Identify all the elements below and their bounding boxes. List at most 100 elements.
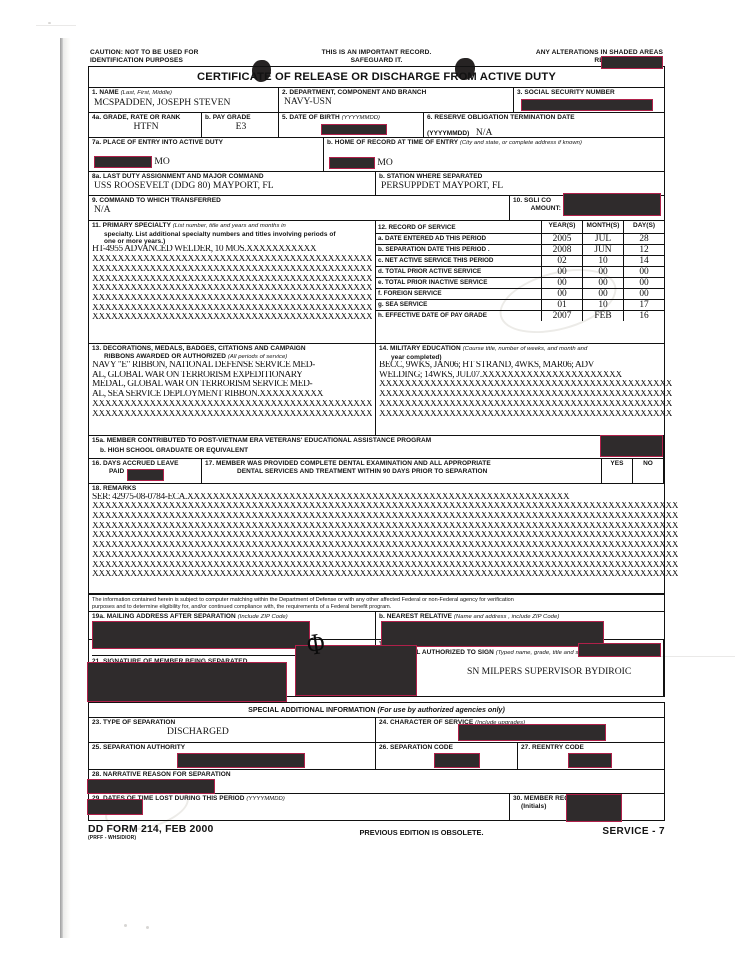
filler-line: XXXXXXXXXXXXXXXXXXXXXXXXXXXXXXXXXXXXXXXX… (92, 550, 679, 560)
col-days: DAY(S) (623, 221, 664, 233)
cell-months: JUL (582, 233, 623, 244)
filler-line: XXXXXXXXXXXXXXXXXXXXXXXXXXXXXXXXXXXXXXXX… (379, 390, 673, 400)
table-row: b. SEPARATION DATE THIS PERIOD . 2008 JU… (376, 243, 664, 255)
field-reserve-obligation-value: N/A (475, 126, 493, 138)
row-command-transferred-sgli: 9. COMMAND TO WHICH TRANSFERRED N/A 10. … (89, 193, 664, 222)
field-dob-label: 5. DATE OF BIRTH (282, 114, 340, 122)
field-name-label: 1. NAME (92, 89, 119, 97)
field-character-service-label: 24. CHARACTER OF SERVICE (379, 719, 474, 727)
row-remarks: 18. REMARKS SER: 42975-08-0784-ECA.XXXXX… (89, 484, 678, 595)
field-grade-label: 4a. GRADE, RATE OR RANK (92, 114, 181, 122)
field-military-education-label: 14. MILITARY EDUCATION (379, 345, 461, 353)
field-decorations-value-line: MEDAL, GLOBAL WAR ON TERRORISM SERVICE M… (92, 380, 313, 390)
table-row: g. SEA SERVICE 01 10 17 (376, 298, 664, 310)
special-additional-bar: SPECIAL ADDITIONAL INFORMATION (For use … (89, 703, 664, 719)
field-reentry-code-label: 27. REENTRY CODE (521, 744, 584, 752)
row-time-lost-copy4: 29. DATES OF TIME LOST DURING THIS PERIO… (87, 794, 664, 823)
field-decorations-hint: (All periods of service) (227, 353, 288, 360)
cell-days: 00 (623, 277, 664, 288)
row-specialty-record-of-service: 11. PRIMARY SPECIALTY (List number, titl… (89, 221, 664, 345)
special-additional-information: SPECIAL ADDITIONAL INFORMATION (For use … (87, 702, 665, 823)
footer-form-sub: (PRFF - WHS/DIOR) (88, 835, 137, 842)
table-row: d. TOTAL PRIOR ACTIVE SERVICE 00 00 00 (376, 265, 664, 277)
field-pay-grade-value: E3 (235, 121, 247, 132)
table-row: e. TOTAL PRIOR INACTIVE SERVICE 00 00 00 (376, 276, 664, 288)
redaction-veap-hs (600, 435, 663, 458)
caution-mid-line2: SAFEGUARD IT. (350, 56, 403, 64)
field-command-transferred: 9. COMMAND TO WHICH TRANSFERRED N/A (89, 196, 510, 221)
special-additional-hint: (For use by authorized agencies only) (377, 706, 505, 715)
row-decorations-education: 13. DECORATIONS, MEDALS, BADGES, CITATIO… (89, 344, 672, 437)
filler-line: XXXXXXXXXXXXXXXXXXXXXXXXXXXXXXXXXXXXXXXX… (92, 502, 679, 512)
row-veap-hs-graduate: 15a. MEMBER CONTRIBUTED TO POST-VIETNAM … (89, 435, 664, 460)
field-dental-yes-label: YES (610, 460, 624, 468)
field-grade: 4a. GRADE, RATE OR RANK HTFN (89, 113, 202, 138)
filler-line: XXXXXXXXXXXXXXXXXXXXXXXXXXXXXXXXXXXXXXXX… (92, 293, 372, 303)
cell-months: 00 (582, 277, 623, 288)
field-reentry-code: 27. REENTRY CODE (518, 743, 664, 769)
field-mailing-address: 19a. MAILING ADDRESS AFTER SEPARATION (I… (89, 612, 376, 650)
row-label: a. DATE ENTERED AD THIS PERIOD (378, 234, 487, 242)
field-decorations-value-line: NAVY "E" RIBBON, NATIONAL DEFENSE SERVIC… (92, 361, 315, 370)
field-narrative-reason-label: 28. NARRATIVE REASON FOR SEPARATION (92, 771, 231, 779)
field-official-authorized-hint: (Typed name, grade, title and signature) (495, 649, 603, 656)
field-accrued-leave-label2: PAID (109, 467, 125, 475)
field-separation-authority-label: 25. SEPARATION AUTHORITY (92, 744, 186, 752)
redaction-place-of-entry (94, 155, 152, 168)
field-place-of-entry: 7a. PLACE OF ENTRY INTO ACTIVE DUTY MO (89, 138, 324, 172)
filler-line: XXXXXXXXXXXXXXXXXXXXXXXXXXXXXXXXXXXXXXXX… (92, 541, 679, 551)
row-last-duty-station: 8a. LAST DUTY ASSIGNMENT AND MAJOR COMMA… (89, 172, 664, 197)
redaction-dental-answer (601, 56, 663, 69)
field-veap-contribution: 15a. MEMBER CONTRIBUTED TO POST-VIETNAM … (89, 436, 664, 459)
field-ssn-label: 3. SOCIAL SECURITY NUMBER (517, 89, 615, 97)
field-signature-member-label: 21. SIGNATURE OF MEMBER BEING SEPARATED (92, 654, 372, 665)
field-sgli-label-line2: AMOUNT: (530, 204, 561, 212)
redaction-sgli-amount (563, 193, 661, 217)
field-dental-yes[interactable]: YES (602, 459, 633, 484)
disclaimer: The information contained herein is subj… (89, 594, 664, 611)
field-separation-code-label: 26. SEPARATION CODE (379, 744, 454, 752)
redaction-narrative-reason (87, 779, 215, 795)
redaction-nearest-relative (381, 621, 604, 648)
field-dental-exam: 17. MEMBER WAS PROVIDED COMPLETE DENTAL … (202, 459, 602, 484)
field-copy4-request: 30. MEMBER REQUESTS COPY 4 (Initials) (510, 794, 664, 823)
ink-smudge (455, 58, 475, 80)
field-remarks: 18. REMARKS SER: 42975-08-0784-ECA.XXXXX… (89, 484, 681, 593)
field-department: 2. DEPARTMENT, COMPONENT AND BRANCH NAVY… (279, 88, 514, 113)
field-dob: 5. DATE OF BIRTH (YYYYMMDD) (279, 113, 424, 138)
field-military-education-hint1: (Course title, number of weeks, and mont… (462, 346, 588, 353)
filler-line: XXXXXXXXXXXXXXXXXXXXXXXXXXXXXXXXXXXXXXXX… (92, 399, 372, 409)
filler-line: XXXXXXXXXXXXXXXXXXXXXXXXXXXXXXXXXXXXXXXX… (92, 274, 372, 284)
field-type-separation: 23. TYPE OF SEPARATION DISCHARGED (89, 718, 376, 743)
filler-line: XXXXXXXXXXXXXXXXXXXXXXXXXXXXXXXXXXXXXXXX… (92, 284, 372, 294)
field-department-label: 2. DEPARTMENT, COMPONENT AND BRANCH (282, 89, 427, 97)
field-dental-no[interactable]: NO (633, 459, 664, 484)
row-label: h. EFFECTIVE DATE OF PAY GRADE (378, 311, 487, 319)
field-last-duty-assignment: 8a. LAST DUTY ASSIGNMENT AND MAJOR COMMA… (89, 172, 376, 196)
field-copy4-request-hint: (Initials) (521, 802, 547, 810)
field-command-transferred-label: 9. COMMAND TO WHICH TRANSFERRED (92, 197, 221, 205)
cell-days: 12 (623, 244, 664, 255)
field-nearest-relative-label: b. NEAREST RELATIVE (379, 613, 453, 621)
cell-months: JUN (582, 244, 623, 255)
field-time-lost-label: 29. DATES OF TIME LOST DURING THIS PERIO… (92, 795, 245, 803)
cell-days: 14 (623, 255, 664, 266)
cell-years: 2005 (541, 233, 582, 244)
filler-line: XXXXXXXXXXXXXXXXXXXXXXXXXXXXXXXXXXXXXXXX… (92, 409, 372, 419)
field-hs-graduate-label: b. HIGH SCHOOL GRADUATE OR EQUIVALENT (100, 446, 249, 454)
filler-line: XXXXXXXXXXXXXXXXXXXXXXXXXXXXXXXXXXXXXXXX… (379, 380, 673, 390)
field-last-duty-assignment-label: 8a. LAST DUTY ASSIGNMENT AND MAJOR COMMA… (92, 173, 264, 181)
redaction-official-signature (295, 645, 417, 697)
caution-left-line2: IDENTIFICATION PURPOSES (90, 56, 184, 64)
field-military-education: 14. MILITARY EDUCATION (Course title, nu… (376, 344, 675, 435)
redaction-member-signature (87, 662, 287, 703)
field-type-separation-value: DISCHARGED (167, 726, 229, 737)
row-leave-dental: 16. DAYS ACCRUED LEAVE PAID 17. MEMBER W… (89, 56, 664, 485)
row-place-entry-home-record: 7a. PLACE OF ENTRY INTO ACTIVE DUTY MO b… (89, 138, 664, 173)
field-station-separated: b. STATION WHERE SEPARATED PERSUPPDET MA… (376, 172, 664, 195)
field-character-service: 24. CHARACTER OF SERVICE (Include upgrad… (376, 718, 664, 742)
redaction-character-service (458, 724, 606, 742)
caution-row: CAUTION: NOT TO BE USED FOR IDENTIFICATI… (88, 48, 665, 66)
redaction-separation-code (434, 753, 480, 769)
field-primary-specialty: 11. PRIMARY SPECIALTY (List number, titl… (89, 221, 376, 344)
